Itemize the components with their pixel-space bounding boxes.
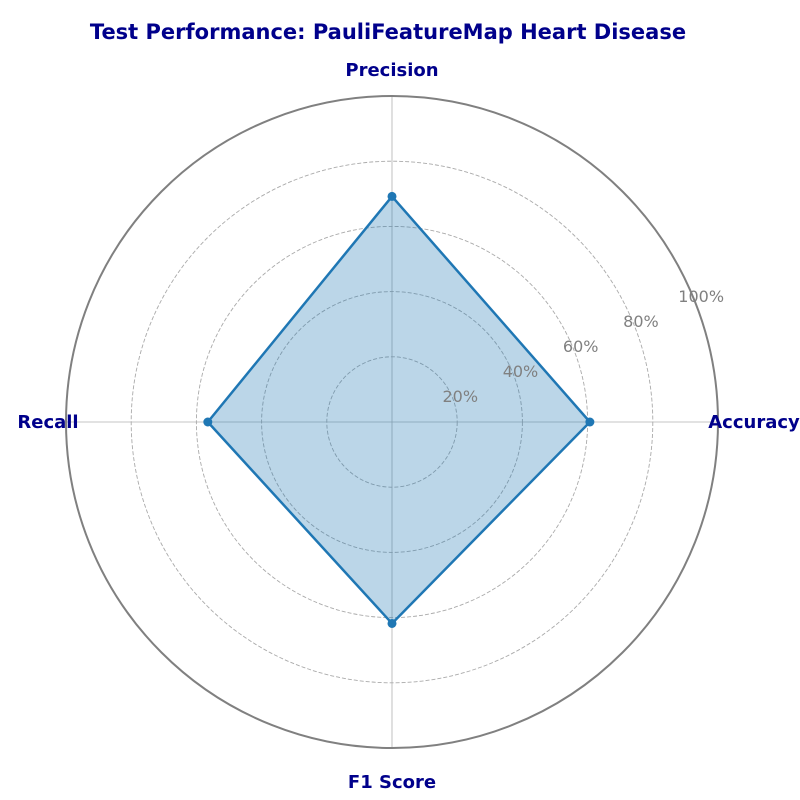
grid-ring [130, 160, 654, 684]
grid-ring [261, 291, 523, 553]
r-tick-label: 100% [678, 287, 724, 306]
r-tick-label: 80% [623, 312, 659, 331]
data-point-recall [203, 417, 213, 427]
data-point-f1-score [387, 618, 397, 628]
outer-ring [65, 95, 719, 749]
axis-label-f1-score: F1 Score [348, 772, 436, 793]
series-layer [203, 191, 595, 628]
axis-label-accuracy: Accuracy [708, 412, 800, 433]
axis-label-precision: Precision [345, 60, 438, 81]
labels-layer: 20% 40% 60% 80% 100% Accuracy Precision Recall F… [17, 60, 800, 793]
r-tick-label: 40% [503, 362, 539, 381]
r-tick-label: 20% [442, 387, 478, 406]
data-point-precision [387, 191, 397, 201]
chart-title: Test Performance: PauliFeatureMap Heart … [90, 20, 686, 44]
grid-layer [65, 95, 719, 749]
r-tick-label: 60% [563, 337, 599, 356]
series-area [206, 195, 592, 625]
data-point-accuracy [585, 417, 595, 427]
axis-label-recall: Recall [17, 412, 78, 433]
grid-ring [326, 356, 458, 488]
